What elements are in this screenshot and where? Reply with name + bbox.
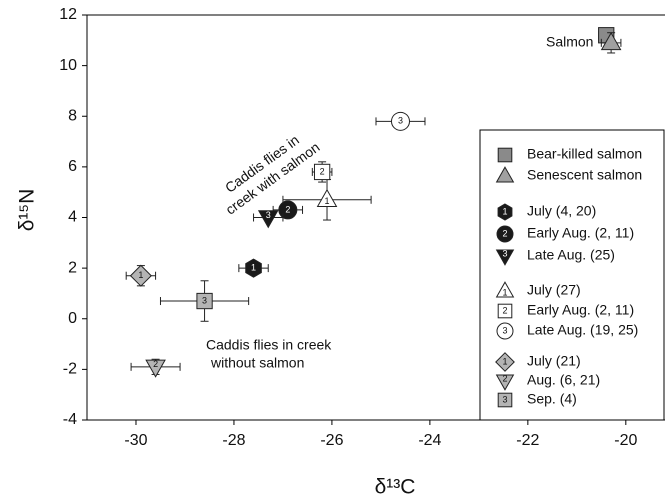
x-tick-label: -30 [124, 432, 147, 449]
legend-marker [495, 374, 515, 391]
marker-label: 3 [266, 210, 271, 220]
marker [600, 31, 622, 51]
legend-marker [497, 392, 513, 408]
marker [313, 163, 331, 181]
legend-marker-label: 2 [502, 373, 507, 383]
legend-label: Aug. (6, 21) [527, 372, 600, 388]
legend-label: Late Aug. (25) [527, 247, 615, 263]
legend-label: Sep. (4) [527, 391, 577, 407]
legend-marker [496, 322, 514, 340]
marker-label: 2 [153, 359, 158, 369]
marker [257, 210, 279, 229]
legend-label: Early Aug. (2, 11) [527, 302, 634, 318]
y-tick-label: 0 [68, 310, 77, 327]
y-tick-label: 2 [68, 259, 77, 276]
legend-label: Bear-killed salmon [527, 146, 642, 162]
marker [196, 292, 213, 310]
legend-marker-label: 3 [502, 325, 507, 335]
marker-label: 3 [398, 116, 403, 126]
marker-label: 1 [138, 270, 143, 280]
legend-marker [495, 166, 515, 183]
x-tick-label: -22 [516, 432, 539, 449]
y-axis-label: δ¹⁵N [16, 189, 39, 232]
legend-label: Senescent salmon [527, 167, 642, 183]
legend-marker [497, 303, 513, 319]
legend-marker [495, 249, 515, 266]
y-tick-label: -4 [63, 411, 77, 428]
marker [145, 359, 166, 378]
legend-label: Early Aug. (2, 11) [527, 225, 634, 241]
y-tick-label: 6 [68, 158, 77, 175]
legend-marker-label: 1 [502, 206, 507, 216]
legend-marker-label: 3 [502, 248, 507, 258]
marker-label: 2 [320, 166, 325, 176]
marker [129, 264, 152, 287]
legend-label: July (27) [527, 282, 581, 298]
legend-marker-label: 2 [502, 305, 507, 315]
marker-label: 1 [251, 263, 256, 273]
marker [316, 188, 338, 208]
annotation: Caddis flies in creek [206, 337, 332, 353]
y-tick-label: 8 [68, 107, 77, 124]
x-tick-label: -24 [418, 432, 441, 449]
y-tick-label: 12 [59, 6, 77, 23]
legend-marker [496, 225, 514, 243]
legend-marker-label: 1 [502, 356, 507, 366]
legend-marker-label: 2 [502, 228, 507, 238]
x-tick-label: -26 [320, 432, 343, 449]
y-tick-label: 4 [68, 209, 77, 226]
x-tick-label: -20 [614, 432, 637, 449]
legend-marker-label: 3 [502, 394, 507, 404]
legend-marker [497, 147, 513, 163]
marker-label: 2 [285, 204, 290, 214]
legend-marker-label: 1 [502, 287, 507, 297]
legend-label: July (4, 20) [527, 203, 596, 219]
marker-label: 3 [202, 295, 207, 305]
annotation: Salmon [546, 34, 593, 50]
marker-label: 1 [325, 196, 330, 206]
y-tick-label: -2 [63, 361, 77, 378]
legend-marker [495, 281, 515, 298]
x-tick-label: -28 [222, 432, 245, 449]
legend-marker [495, 352, 515, 372]
x-axis-label: δ¹³C [375, 476, 416, 499]
legend-label: Late Aug. (19, 25) [527, 322, 638, 338]
annotation: without salmon [210, 355, 304, 371]
y-tick-label: 10 [59, 57, 77, 74]
legend-label: July (21) [527, 353, 581, 369]
marker [245, 258, 262, 278]
marker [390, 111, 410, 131]
legend-marker [497, 203, 513, 221]
